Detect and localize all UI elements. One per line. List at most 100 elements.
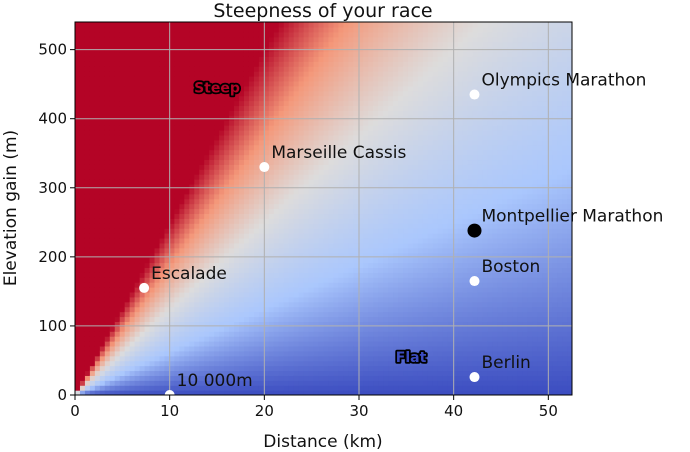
heatmap-cell bbox=[189, 71, 195, 77]
heatmap-cell bbox=[328, 370, 335, 376]
heatmap-cell bbox=[328, 277, 335, 283]
heatmap-cell bbox=[258, 169, 265, 175]
heatmap-cell bbox=[283, 31, 290, 38]
heatmap-cell bbox=[94, 360, 101, 367]
heatmap-cell bbox=[219, 311, 225, 318]
heatmap-cell bbox=[288, 105, 295, 111]
heatmap-cell bbox=[243, 282, 250, 288]
heatmap-cell bbox=[298, 213, 305, 219]
heatmap-cell bbox=[179, 247, 185, 254]
heatmap-cell bbox=[194, 242, 200, 249]
heatmap-cell bbox=[124, 390, 131, 395]
heatmap-cell bbox=[363, 252, 369, 259]
heatmap-cell bbox=[79, 316, 86, 322]
heatmap-cell bbox=[149, 90, 156, 97]
heatmap-cell bbox=[398, 306, 404, 313]
heatmap-cell bbox=[343, 331, 349, 337]
heatmap-cell bbox=[139, 233, 146, 239]
heatmap-cell bbox=[184, 306, 190, 313]
heatmap-cell bbox=[343, 370, 349, 376]
heatmap-cell bbox=[179, 105, 185, 111]
heatmap-cell bbox=[219, 208, 225, 215]
heatmap-cell bbox=[313, 390, 320, 395]
heatmap-cell bbox=[243, 154, 250, 161]
heatmap-cell bbox=[283, 203, 290, 210]
heatmap-cell bbox=[219, 144, 225, 151]
heatmap-cell bbox=[393, 277, 399, 283]
heatmap-cell bbox=[278, 164, 285, 170]
heatmap-cell bbox=[323, 125, 330, 131]
heatmap-cell bbox=[194, 100, 200, 107]
heatmap-cell bbox=[184, 105, 190, 111]
heatmap-cell bbox=[398, 341, 404, 347]
heatmap-cell bbox=[219, 296, 225, 303]
heatmap-cell bbox=[179, 262, 185, 268]
heatmap-cell bbox=[353, 120, 359, 126]
heatmap-cell bbox=[99, 380, 106, 386]
heatmap-cell bbox=[209, 174, 215, 180]
heatmap-cell bbox=[323, 66, 330, 72]
heatmap-cell bbox=[268, 291, 275, 298]
heatmap-cell bbox=[104, 291, 111, 298]
heatmap-cell bbox=[129, 390, 136, 395]
heatmap-cell bbox=[373, 321, 379, 327]
heatmap-cell bbox=[94, 218, 101, 224]
heatmap-cell bbox=[179, 316, 185, 322]
heatmap-cell bbox=[243, 331, 250, 337]
heatmap-cell bbox=[348, 174, 354, 180]
heatmap-cell bbox=[293, 301, 300, 308]
heatmap-cell bbox=[383, 277, 389, 283]
heatmap-cell bbox=[224, 129, 230, 136]
heatmap-cell bbox=[398, 149, 404, 156]
heatmap-cell bbox=[318, 36, 325, 43]
heatmap-cell bbox=[184, 252, 190, 259]
heatmap-cell bbox=[248, 321, 255, 327]
heatmap-cell bbox=[134, 125, 141, 131]
heatmap-cell bbox=[388, 355, 394, 362]
heatmap-cell bbox=[164, 174, 171, 180]
heatmap-cell bbox=[204, 316, 210, 322]
heatmap-cell bbox=[174, 159, 180, 165]
heatmap-cell bbox=[219, 282, 225, 288]
heatmap-cell bbox=[174, 75, 180, 82]
heatmap-cell bbox=[214, 228, 220, 234]
heatmap-cell bbox=[383, 247, 389, 254]
heatmap-cell bbox=[104, 129, 111, 136]
heatmap-cell bbox=[144, 51, 151, 57]
heatmap-cell bbox=[119, 291, 126, 298]
heatmap-cell bbox=[323, 380, 330, 386]
heatmap-cell bbox=[164, 61, 171, 67]
heatmap-cell bbox=[248, 237, 255, 244]
heatmap-cell bbox=[358, 144, 364, 151]
heatmap-cell bbox=[398, 228, 404, 234]
heatmap-cell bbox=[99, 134, 106, 141]
heatmap-cell bbox=[308, 233, 315, 239]
heatmap-cell bbox=[288, 22, 295, 28]
heatmap-cell bbox=[94, 287, 101, 293]
heatmap-cell bbox=[109, 277, 116, 283]
heatmap-cell bbox=[268, 51, 275, 57]
heatmap-cell bbox=[134, 22, 141, 28]
heatmap-cell bbox=[169, 164, 175, 170]
heatmap-cell bbox=[368, 326, 374, 332]
heatmap-cell bbox=[308, 41, 315, 48]
heatmap-cell bbox=[164, 301, 171, 308]
heatmap-cell bbox=[323, 105, 330, 111]
heatmap-cell bbox=[308, 26, 315, 33]
heatmap-cell bbox=[164, 22, 171, 28]
heatmap-cell bbox=[159, 41, 166, 48]
heatmap-cell bbox=[169, 56, 175, 62]
heatmap-cell bbox=[174, 267, 180, 273]
heatmap-cell bbox=[219, 272, 225, 278]
heatmap-cell bbox=[273, 301, 280, 308]
heatmap-cell bbox=[159, 188, 166, 195]
heatmap-cell bbox=[383, 66, 389, 72]
heatmap-cell bbox=[243, 311, 250, 318]
heatmap-cell bbox=[124, 257, 131, 264]
heatmap-cell bbox=[189, 247, 195, 254]
heatmap-cell bbox=[219, 56, 225, 62]
heatmap-cell bbox=[239, 188, 245, 195]
heatmap-cell bbox=[373, 144, 379, 151]
heatmap-cell bbox=[348, 365, 354, 372]
heatmap-cell bbox=[104, 105, 111, 111]
